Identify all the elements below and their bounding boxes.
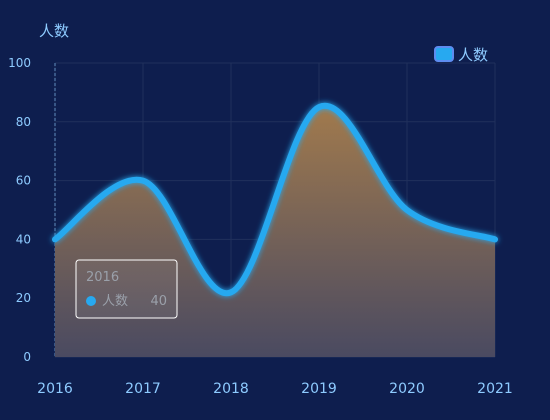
x-axis: 2016 2017 2018 2019 2020 2021 [37, 381, 513, 397]
y-tick-label: 80 [16, 115, 31, 129]
y-tick-label: 100 [8, 56, 31, 70]
x-tick-label: 2021 [477, 381, 513, 397]
tooltip-value: 40 [150, 294, 167, 309]
legend[interactable]: 人数 [434, 46, 488, 64]
tooltip-box [75, 259, 178, 319]
tooltip-series-name: 人数 [102, 294, 128, 309]
y-tick-label: 0 [23, 350, 31, 364]
data-point[interactable] [492, 236, 498, 242]
y-axis-title: 人数 [39, 22, 69, 40]
y-axis: 0 20 40 60 80 100 [8, 56, 31, 364]
tooltip-title: 2016 [86, 270, 119, 285]
data-point[interactable] [228, 289, 234, 295]
x-tick-label: 2016 [37, 381, 73, 397]
x-tick-label: 2017 [125, 381, 161, 397]
y-tick-label: 40 [16, 232, 31, 246]
series-area-fill [55, 105, 495, 357]
x-tick-label: 2020 [389, 381, 425, 397]
legend-label: 人数 [458, 46, 488, 64]
tooltip: 2016 人数 40 [75, 259, 178, 319]
series-line [52, 102, 498, 297]
tooltip-marker [86, 296, 96, 306]
y-tick-label: 60 [16, 174, 31, 188]
data-point[interactable] [52, 236, 58, 242]
data-point[interactable] [316, 104, 322, 110]
legend-swatch [434, 46, 454, 62]
area-layer [52, 102, 498, 357]
x-tick-label: 2019 [301, 381, 337, 397]
data-point[interactable] [404, 207, 410, 213]
x-tick-label: 2018 [213, 381, 249, 397]
y-tick-label: 20 [16, 291, 31, 305]
data-point[interactable] [140, 178, 146, 184]
